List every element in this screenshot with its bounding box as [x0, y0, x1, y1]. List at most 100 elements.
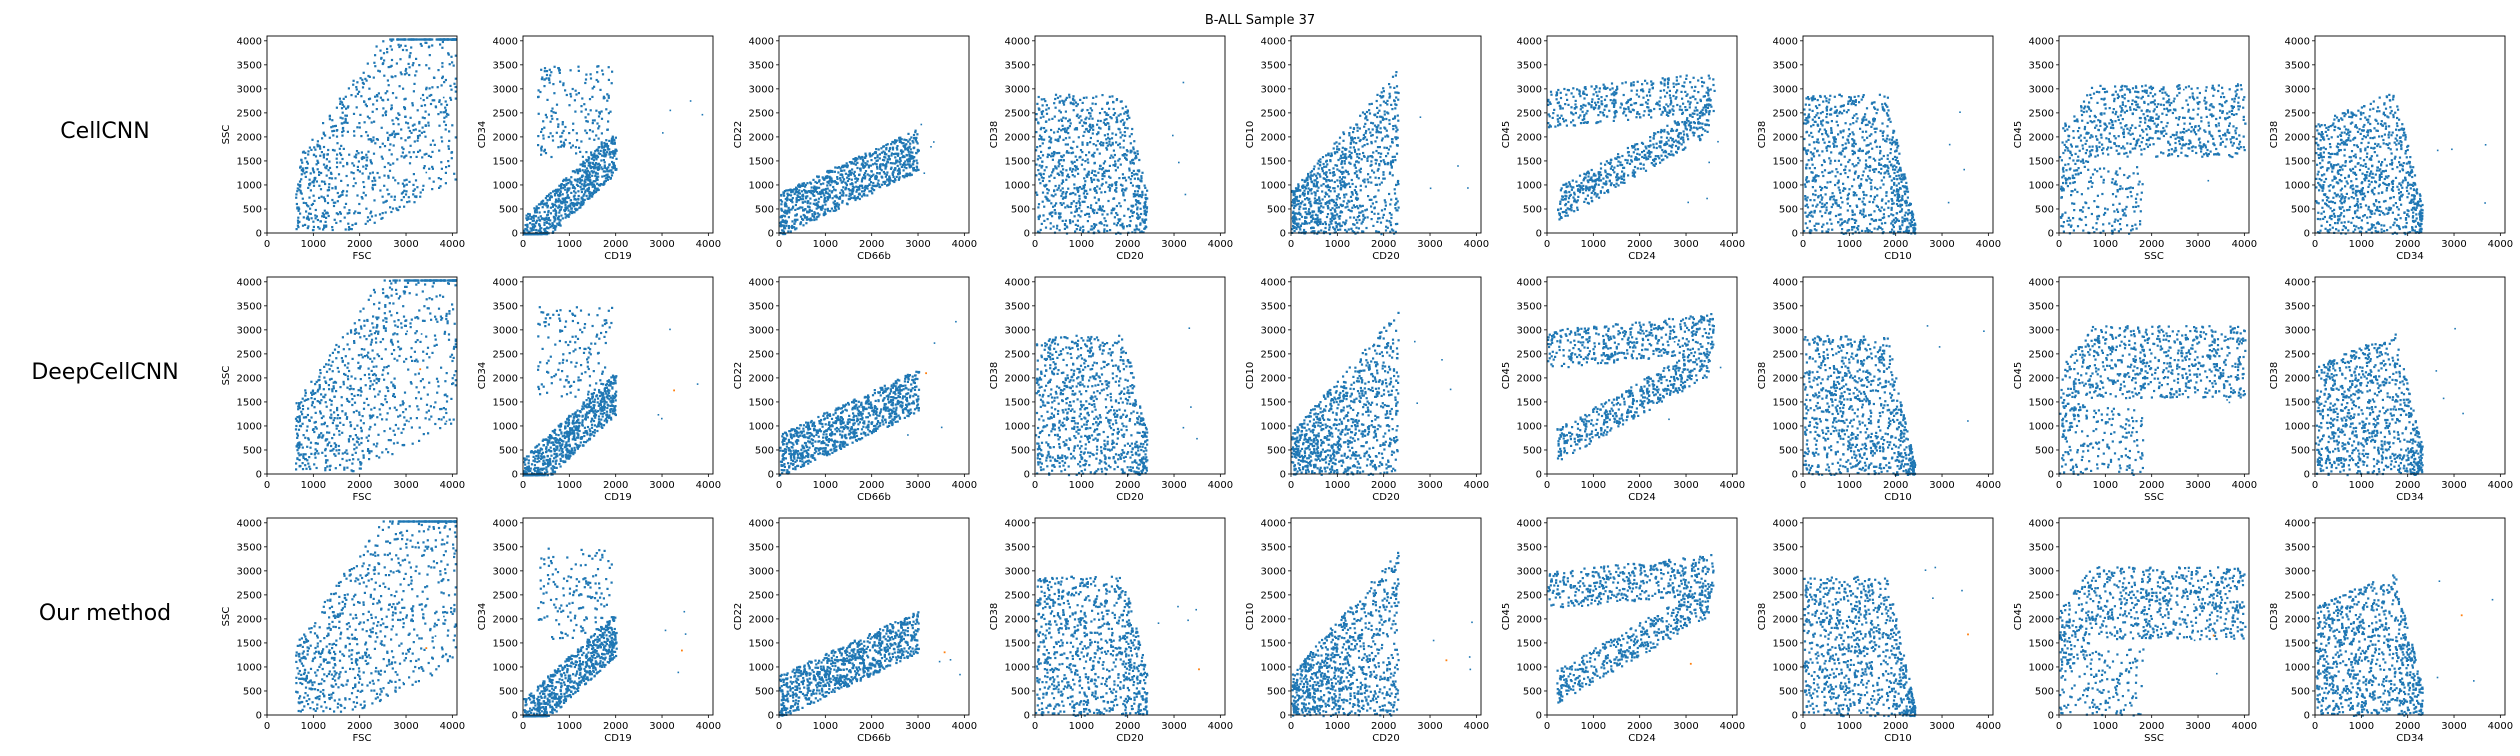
x-axis-label: CD19 [604, 251, 631, 262]
data-point [1703, 95, 1706, 98]
data-point [787, 225, 791, 228]
data-point [597, 137, 600, 140]
data-point [849, 173, 852, 176]
data-point [1115, 204, 1118, 208]
data-point [1675, 91, 1678, 94]
data-point [351, 162, 354, 165]
data-point [1391, 75, 1395, 78]
x-tick-label: 2000 [1115, 239, 1140, 250]
data-point [1659, 89, 1662, 92]
x-tick-label: 0 [520, 239, 526, 250]
data-point [610, 141, 613, 145]
data-point [1351, 230, 1354, 233]
data-point [331, 130, 334, 133]
data-point [1061, 192, 1064, 195]
data-point [1291, 211, 1295, 215]
data-point [569, 92, 572, 96]
data-point [400, 192, 403, 195]
data-point [1292, 210, 1295, 213]
data-point [1380, 91, 1383, 94]
x-tick-label: 3000 [905, 239, 930, 250]
data-point [1103, 230, 1106, 233]
data-point [1098, 231, 1101, 234]
data-point [600, 166, 603, 169]
data-point [585, 194, 588, 197]
data-point [1106, 133, 1109, 136]
data-point [353, 177, 356, 180]
data-point [908, 160, 911, 163]
data-point [1126, 150, 1129, 153]
data-point [1647, 99, 1650, 102]
data-point [1650, 80, 1653, 83]
data-point [600, 110, 603, 113]
data-point [1352, 146, 1355, 149]
data-point [1313, 201, 1316, 204]
data-point [1373, 196, 1376, 199]
data-point [540, 145, 543, 148]
data-point [344, 114, 347, 117]
data-point [399, 71, 402, 74]
data-point [884, 156, 887, 159]
data-point [1042, 172, 1045, 176]
data-point [1339, 181, 1342, 184]
data-point [1076, 167, 1079, 171]
data-point [555, 214, 558, 217]
data-point [1623, 110, 1626, 113]
data-point [373, 61, 376, 64]
data-point [581, 155, 584, 158]
data-point [910, 136, 913, 139]
data-point [1109, 144, 1112, 147]
data-point [548, 77, 551, 80]
data-point [1368, 198, 1371, 201]
data-point [428, 45, 431, 48]
data-point [798, 192, 801, 195]
data-point [329, 171, 333, 174]
data-point [858, 197, 861, 201]
data-point [847, 198, 850, 201]
data-point [782, 230, 785, 233]
data-point [444, 106, 447, 109]
data-point [817, 175, 820, 178]
data-point [1101, 177, 1104, 181]
data-point [788, 189, 791, 192]
data-point [1126, 114, 1129, 117]
data-point [397, 112, 400, 115]
data-point [1086, 192, 1089, 195]
data-point [1124, 134, 1127, 137]
data-point [1702, 128, 1705, 131]
data-point [914, 131, 917, 134]
data-point [408, 200, 411, 203]
data-point [589, 164, 592, 167]
data-point [526, 218, 529, 221]
data-point [1291, 201, 1294, 204]
data-point [1644, 153, 1647, 156]
data-point [397, 118, 400, 121]
data-point [881, 176, 884, 179]
data-point [785, 224, 788, 227]
data-point [1039, 174, 1043, 177]
data-point [337, 213, 340, 216]
data-point [1083, 168, 1086, 171]
data-point [432, 139, 435, 142]
data-point [1077, 116, 1080, 119]
data-point [1121, 188, 1124, 191]
data-point [1093, 162, 1096, 165]
data-point [826, 175, 829, 178]
data-point [587, 179, 590, 182]
data-point [1339, 186, 1343, 189]
data-point [780, 220, 783, 224]
data-point [874, 175, 877, 179]
data-point [565, 201, 569, 204]
data-point [1370, 181, 1373, 184]
data-point [1384, 101, 1387, 104]
data-point [1382, 213, 1385, 216]
data-point [820, 195, 823, 198]
data-point [369, 212, 372, 215]
data-point [592, 162, 595, 165]
data-point [1304, 187, 1308, 190]
data-point [423, 130, 426, 133]
data-point [1324, 226, 1327, 230]
data-point [1136, 169, 1139, 172]
data-point [586, 169, 589, 172]
data-point [297, 216, 300, 219]
